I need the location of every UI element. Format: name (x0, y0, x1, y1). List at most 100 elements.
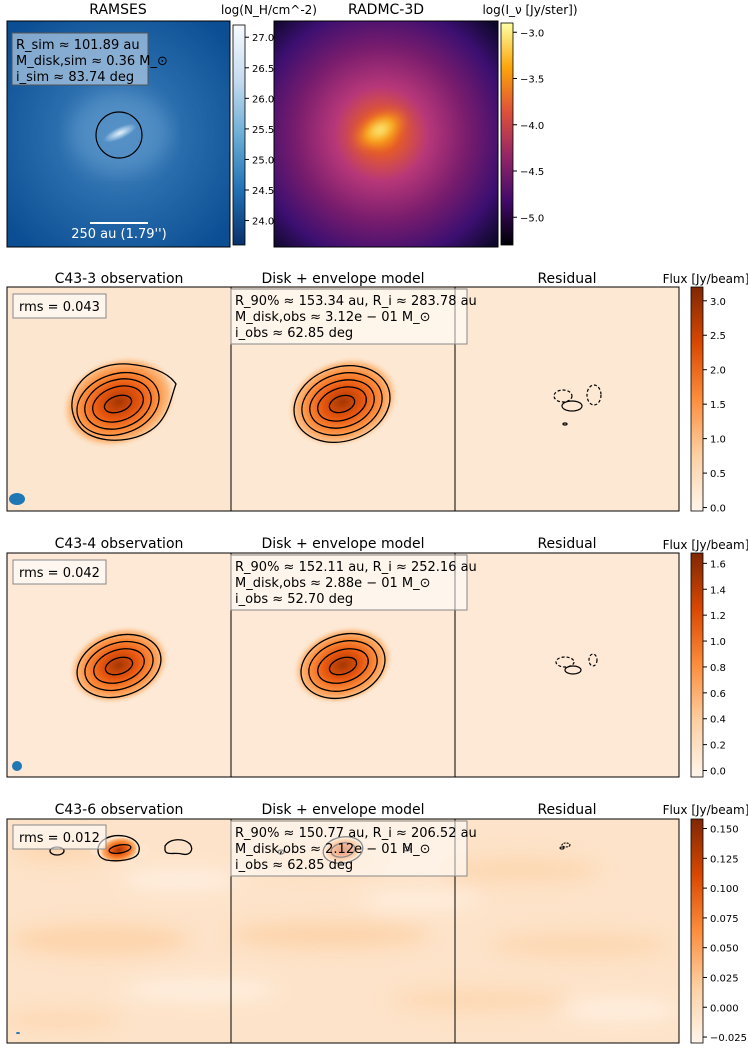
model-info-box (230, 554, 468, 611)
model-contours (293, 365, 391, 443)
rms-label: rms = 0.043 (19, 300, 100, 315)
colorbar-tick-label: −3.5 (520, 75, 544, 86)
colorbar-tick-label: 0.6 (710, 689, 726, 700)
residual-title: Residual (537, 536, 596, 552)
row-c43-6: C43-6 observation Disk + envelope model … (6, 802, 748, 1044)
model-contours (300, 633, 386, 699)
colorbar-tick-label: 0.100 (710, 884, 739, 895)
colorbar-tick-label: −4.5 (520, 167, 544, 178)
residual-title: Residual (537, 271, 596, 287)
colorbar-tick-label: 0.0 (710, 767, 726, 778)
rms-label: rms = 0.042 (19, 566, 100, 581)
obs-title: C43-4 observation (55, 536, 184, 552)
colorbar-tick-label: 0.050 (710, 944, 739, 955)
beam-ellipse (9, 493, 25, 505)
radmc-title: RADMC-3D (348, 2, 424, 18)
colorbar-tick-label: 3.0 (710, 297, 726, 308)
colorbar-tick-label: 0.025 (710, 973, 739, 984)
colorbar-tick-label: 26.0 (252, 94, 274, 105)
model-title: Disk + envelope model (261, 271, 424, 287)
colorbar-tick-label: 1.0 (710, 435, 726, 446)
model-info-incl: i_obs ≈ 52.70 deg (235, 592, 353, 607)
model-info-incl: i_obs ≈ 62.85 deg (235, 326, 353, 341)
model-info-box (230, 288, 468, 345)
rms-label: rms = 0.012 (19, 831, 100, 846)
radmc-panel (274, 21, 498, 247)
obs-contours (71, 363, 177, 441)
radmc-colorbar-ticks: −3.0 −3.5 −4.0 −4.5 −5.0 (513, 28, 544, 224)
flux-colorbar-label: Flux [Jy/beam] (663, 803, 748, 817)
colorbar-tick-label: 24.5 (252, 186, 274, 197)
beam-ellipse (16, 1032, 20, 1034)
ramses-colorbar (232, 24, 246, 246)
residual-title: Residual (537, 802, 596, 818)
radmc-disk (350, 107, 410, 153)
colorbar-tick-label: 2.5 (710, 331, 726, 342)
residual-contours (553, 384, 602, 426)
disk-radius-circle (95, 111, 143, 159)
flux-colorbar (690, 818, 704, 1044)
row-c43-3: C43-3 observation Disk + envelope model … (6, 271, 748, 515)
scale-bar-label: 250 au (1.79'') (71, 227, 167, 242)
flux-colorbar (690, 552, 704, 778)
obs-contours (76, 633, 162, 699)
colorbar-tick-label: 1.4 (710, 585, 726, 596)
rms-box (12, 559, 107, 585)
rms-box (12, 824, 107, 850)
colorbar-tick-label: 1.0 (710, 637, 726, 648)
colorbar-tick-label: 25.0 (252, 155, 274, 166)
colorbar-tick-label: 26.5 (252, 64, 274, 75)
obs-title: C43-3 observation (55, 271, 184, 287)
model-info-radius: R_90% ≈ 150.77 au, R_i ≈ 206.52 au (235, 826, 477, 841)
beam-ellipse (12, 761, 22, 771)
ramses-title: RAMSES (89, 2, 147, 18)
flux-colorbar-label: Flux [Jy/beam] (663, 538, 748, 552)
radmc-colorbar-label: log(I_ν [Jy/ster]) (482, 3, 577, 17)
model-info-box (230, 820, 468, 877)
colorbar-tick-label: 0.075 (710, 914, 739, 925)
model-title: Disk + envelope model (261, 802, 424, 818)
model-info-incl: i_obs ≈ 62.85 deg (235, 858, 353, 873)
colorbar-tick-label: 1.6 (710, 559, 726, 570)
colorbar-tick-label: 0.000 (710, 1003, 739, 1014)
colorbar-tick-label: 0.4 (710, 715, 726, 726)
model-info-radius: R_90% ≈ 153.34 au, R_i ≈ 283.78 au (235, 294, 477, 309)
model-info-mass: M_disk,obs ≈ 3.12e − 01 M_⊙ (235, 310, 431, 325)
colorbar-tick-label: −0.025 (710, 1033, 747, 1044)
colorbar-tick-label: −4.0 (520, 121, 544, 132)
colorbar-tick-label: 0.0 (710, 504, 726, 515)
colorbar-tick-label: −5.0 (520, 213, 544, 224)
row-c43-4: C43-4 observation Disk + envelope model … (6, 536, 748, 778)
model-info-mass: M_disk,obs ≈ 2.12e − 01 M_⊙ (235, 842, 431, 857)
colorbar-tick-label: 0.8 (710, 663, 726, 674)
ramses-info-radius: R_sim ≈ 101.89 au (16, 38, 140, 53)
rms-box (12, 293, 107, 319)
obs-title: C43-6 observation (55, 802, 184, 818)
ramses-colorbar-label: log(N_H/cm^-2) (221, 3, 317, 17)
colorbar-tick-label: 0.125 (710, 854, 739, 865)
model-info-mass: M_disk,obs ≈ 2.88e − 01 M_⊙ (235, 576, 431, 591)
ramses-info-box (11, 32, 149, 86)
colorbar-tick-label: 1.2 (710, 611, 726, 622)
ramses-info-incl: i_sim ≈ 83.74 deg (16, 70, 134, 85)
flux-colorbar (690, 286, 704, 512)
flux-colorbar-ticks: 1.6 1.4 1.2 1.0 0.8 0.6 0.4 0.2 0.0 (703, 559, 726, 778)
colorbar-tick-label: 0.2 (710, 741, 726, 752)
flux-colorbar-ticks: 0.150 0.125 0.100 0.075 0.050 0.025 0.000 −0.02… (703, 825, 747, 1044)
residual-contours (555, 653, 598, 675)
ramses-info-mass: M_disk,sim ≈ 0.36 M_⊙ (16, 54, 168, 69)
model-title: Disk + envelope model (261, 536, 424, 552)
disk-core (103, 123, 137, 143)
colorbar-tick-label: 1.5 (710, 400, 726, 411)
colorbar-tick-label: 2.0 (710, 366, 726, 377)
radmc-colorbar (500, 22, 514, 246)
flux-colorbar-ticks: 3.0 2.5 2.0 1.5 1.0 0.5 0.0 (703, 297, 726, 515)
model-info-radius: R_90% ≈ 152.11 au, R_i ≈ 252.16 au (235, 560, 477, 575)
residual-contours (559, 842, 571, 850)
colorbar-tick-label: 25.5 (252, 125, 274, 136)
ramses-colorbar-ticks: 27.0 26.5 26.0 25.5 25.0 24.5 24.0 (245, 33, 274, 228)
flux-colorbar-label: Flux [Jy/beam] (663, 272, 748, 286)
colorbar-tick-label: 0.150 (710, 825, 739, 836)
colorbar-tick-label: −3.0 (520, 28, 544, 39)
